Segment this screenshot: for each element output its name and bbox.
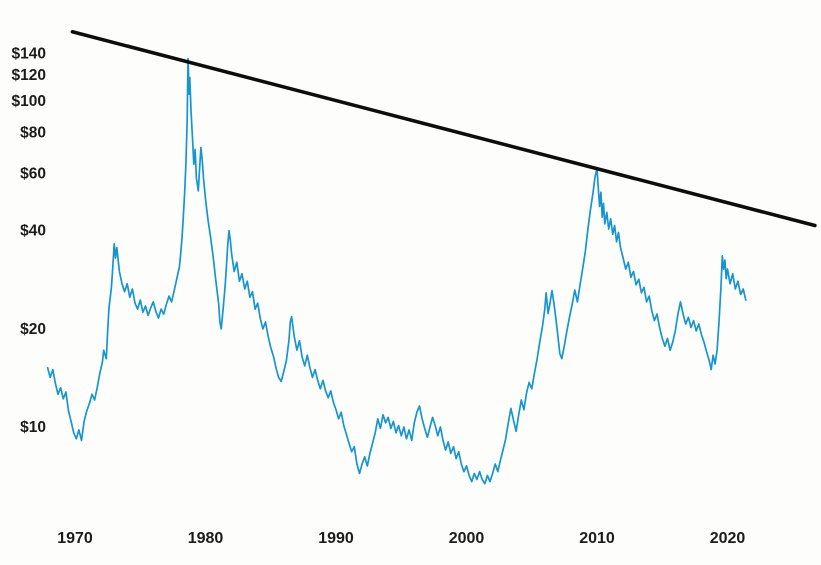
price-series-line [46,57,747,485]
y-tick-label: $20 [20,321,46,338]
x-tick-label: 1970 [57,530,93,547]
x-tick-label: 2020 [710,530,746,547]
y-tick-label: $60 [20,165,46,182]
y-tick-label: $10 [20,419,46,436]
x-axis-labels: 1970 1980 1990 2000 2010 2020 [57,530,745,547]
y-tick-label: $140 [12,45,46,62]
resistance-trendline [70,29,817,228]
x-tick-label: 2010 [579,530,615,547]
y-tick-label: $100 [12,93,46,110]
x-tick-label: 2000 [449,530,485,547]
x-tick-label: 1980 [188,530,224,547]
y-tick-label: $80 [20,125,46,142]
y-tick-label: $120 [12,67,46,84]
y-axis-labels: $140 $120 $100 $80 $60 $40 $20 $10 [12,45,46,436]
y-tick-label: $40 [20,223,46,240]
series-layer [46,57,747,485]
x-tick-label: 1990 [318,530,354,547]
trendline-layer [70,29,817,228]
